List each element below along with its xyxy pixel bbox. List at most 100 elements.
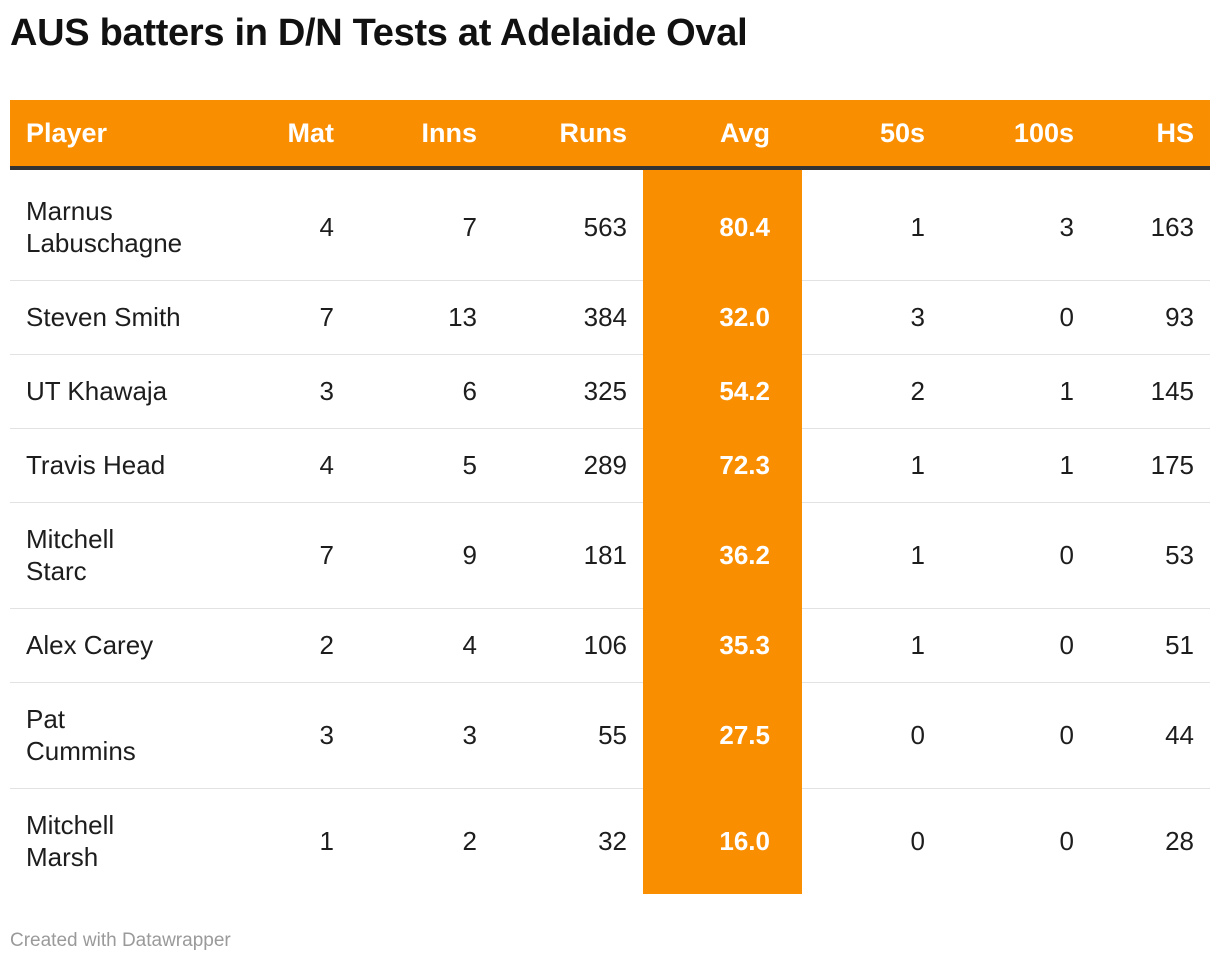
chart-title: AUS batters in D/N Tests at Adelaide Ova… (10, 12, 748, 54)
player-name-line: Pat (26, 704, 66, 734)
cell-100s: 3 (1059, 211, 1074, 242)
cell-runs: 563 (583, 211, 627, 242)
column-header-100s[interactable]: 100s (941, 100, 1090, 170)
cell-inns: 2 (350, 787, 493, 894)
cell-hs: 93 (1090, 279, 1210, 354)
cell-inns: 3 (350, 681, 493, 788)
table-header-row: Player Mat Inns Runs Avg 50s 100s HS (10, 100, 1210, 170)
player-name-line: Travis Head (26, 450, 166, 480)
cell-hs: 51 (1090, 607, 1210, 682)
cell-mat: 3 (202, 353, 350, 428)
cell-hs: 145 (1090, 353, 1210, 428)
cell-50s: 0 (802, 681, 941, 788)
cell-hs: 28 (1090, 787, 1210, 894)
table-row[interactable]: Mitchell Marsh 1 2 32 16.0 0 0 28 (10, 787, 1210, 894)
player-name-line: Labuschagne (26, 227, 183, 258)
cell-runs: 32 (493, 787, 643, 894)
cell-inns: 7 (462, 211, 477, 242)
cell-avg: 16.0 (643, 788, 802, 894)
cell-player: Mitchell Starc (10, 501, 202, 608)
player-name-line: Marsh (26, 842, 99, 873)
cell-mat: 2 (202, 607, 350, 682)
cell-100s: 1 (941, 427, 1090, 502)
cell-player: Alex Carey (10, 607, 202, 682)
table-row[interactable]: Travis Head 4 5 289 72.3 1 1 175 (10, 427, 1210, 502)
cell-50s: 1 (802, 607, 941, 682)
table-row[interactable]: Pat Cummins 3 3 55 27.5 0 0 44 (10, 681, 1210, 788)
cell-runs: 289 (493, 427, 643, 502)
cell-hs: 163 (1150, 211, 1194, 242)
cell-runs: 384 (493, 279, 643, 354)
column-header-runs[interactable]: Runs (493, 100, 643, 170)
cell-avg: 36.2 (643, 502, 802, 608)
player-name-line: Steven Smith (26, 302, 181, 332)
cell-hs: 44 (1090, 681, 1210, 788)
player-name-line: Mitchell (26, 524, 115, 554)
cell-runs: 181 (493, 501, 643, 608)
cell-hs: 53 (1090, 501, 1210, 608)
column-header-player[interactable]: Player (10, 100, 202, 170)
stats-table-container: Player Mat Inns Runs Avg 50s 100s HS Mar… (10, 100, 1210, 894)
cell-100s: 0 (941, 681, 1090, 788)
player-name-line: Cummins (26, 736, 136, 766)
spacer-cell (643, 168, 802, 174)
cell-runs: 106 (493, 607, 643, 682)
player-name-line: Alex Carey (26, 630, 154, 660)
cell-inns: 5 (350, 427, 493, 502)
table-row[interactable]: Alex Carey 2 4 106 35.3 1 0 51 (10, 607, 1210, 682)
cell-inns: 9 (350, 501, 493, 608)
cell-avg: 32.0 (643, 280, 802, 354)
cell-mat: 7 (202, 279, 350, 354)
cell-mat: 4 (319, 211, 334, 242)
stats-table: Player Mat Inns Runs Avg 50s 100s HS Mar… (10, 100, 1210, 894)
cell-player: Steven Smith (10, 279, 202, 354)
cell-player: Pat Cummins (10, 681, 202, 788)
cell-50s: 2 (802, 353, 941, 428)
cell-avg: 27.5 (643, 682, 802, 788)
cell-avg: 80.4 (643, 174, 802, 280)
cell-mat: 4 (202, 427, 350, 502)
table-row[interactable]: Steven Smith 7 13 384 32.0 3 0 93 (10, 279, 1210, 354)
table-row[interactable]: Mitchell Starc 7 9 181 36.2 1 0 53 (10, 501, 1210, 608)
cell-mat: 3 (202, 681, 350, 788)
cell-hs: 175 (1090, 427, 1210, 502)
table-top-spacer (10, 168, 1210, 174)
cell-100s: 0 (941, 279, 1090, 354)
cell-inns: 13 (350, 279, 493, 354)
cell-player: Marnus Labuschagne (10, 174, 202, 280)
cell-player: Mitchell Marsh (10, 787, 202, 894)
cell-avg: 35.3 (643, 608, 802, 682)
cell-runs: 55 (493, 681, 643, 788)
cell-avg: 54.2 (643, 354, 802, 428)
cell-runs: 325 (493, 353, 643, 428)
column-header-mat[interactable]: Mat (202, 100, 350, 170)
cell-mat: 1 (202, 787, 350, 894)
cell-50s: 3 (802, 279, 941, 354)
cell-50s: 0 (802, 787, 941, 894)
table-row[interactable]: Marnus Labuschagne 4 7 563 80.4 1 3 163 (10, 174, 1210, 280)
column-header-hs[interactable]: HS (1090, 100, 1210, 170)
column-header-avg[interactable]: Avg (643, 100, 802, 170)
cell-50s: 1 (910, 211, 925, 242)
table-body: Marnus Labuschagne 4 7 563 80.4 1 3 163 Steven Sm… (10, 168, 1210, 894)
footer-credit: Created with Datawrapper (10, 930, 231, 951)
player-name-line: Marnus (26, 195, 113, 226)
cell-50s: 1 (802, 501, 941, 608)
cell-100s: 0 (941, 501, 1090, 608)
cell-avg: 72.3 (643, 428, 802, 502)
player-name-line: UT Khawaja (26, 376, 168, 406)
cell-inns: 4 (350, 607, 493, 682)
column-header-50s[interactable]: 50s (802, 100, 941, 170)
cell-inns: 6 (350, 353, 493, 428)
cell-player: Travis Head (10, 427, 202, 502)
cell-player: UT Khawaja (10, 353, 202, 428)
cell-100s: 0 (941, 607, 1090, 682)
cell-100s: 1 (941, 353, 1090, 428)
cell-mat: 7 (202, 501, 350, 608)
player-name-line: Mitchell (26, 810, 115, 841)
table-row[interactable]: UT Khawaja 3 6 325 54.2 2 1 145 (10, 353, 1210, 428)
cell-100s: 0 (941, 787, 1090, 894)
cell-50s: 1 (802, 427, 941, 502)
player-name-line: Starc (26, 556, 87, 586)
column-header-inns[interactable]: Inns (350, 100, 493, 170)
